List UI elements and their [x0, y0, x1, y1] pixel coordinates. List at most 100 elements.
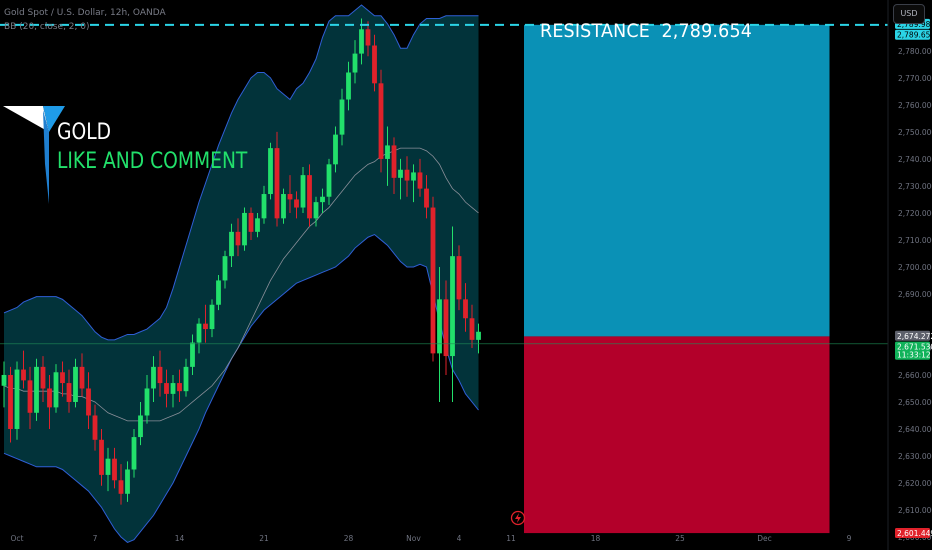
candle-body: [131, 437, 137, 470]
candle: [235, 218, 241, 257]
target-zone: [524, 24, 830, 337]
candle: [21, 350, 26, 389]
y-tick-label: 2,730.000: [898, 182, 932, 191]
candle: [164, 369, 169, 408]
candle-body: [411, 172, 416, 181]
candle-body: [222, 256, 228, 281]
candle-body: [346, 72, 351, 100]
candle-body: [281, 194, 286, 219]
candle: [105, 447, 111, 492]
candle: [1, 361, 7, 408]
candle-body: [300, 175, 306, 208]
bollinger-basis-line: [3, 147, 479, 422]
candle-body: [40, 366, 46, 389]
price-tag-box: [895, 527, 930, 538]
candle: [170, 374, 176, 408]
symbol-header[interactable]: Gold Spot / U.S. Dollar, 12h, OANDA: [4, 8, 166, 18]
candle: [222, 250, 228, 289]
x-tick-label: 9: [847, 534, 852, 543]
candle-body: [47, 388, 52, 408]
candle-body: [99, 439, 104, 475]
candle-body: [60, 372, 65, 384]
x-tick-label: Nov: [406, 534, 421, 543]
y-tick-label: 2,760.000: [898, 101, 932, 110]
candle-body: [144, 388, 150, 416]
candle: [294, 191, 299, 219]
candle-body: [385, 145, 390, 159]
candle-body: [112, 458, 117, 481]
y-tick-label: 2,650.000: [898, 398, 932, 407]
candle: [430, 196, 436, 362]
candle: [398, 158, 403, 200]
candle: [391, 137, 397, 195]
candle: [196, 318, 202, 354]
candle: [424, 175, 429, 219]
candle: [151, 356, 156, 402]
x-tick-label: 7: [93, 534, 98, 543]
candle-body: [287, 194, 293, 200]
candle-body: [391, 145, 397, 178]
candle: [469, 304, 475, 348]
price-tag-label: 11:33:12: [897, 351, 931, 360]
candle-body: [313, 202, 319, 219]
candle-body: [229, 231, 234, 257]
x-tick-label: 14: [175, 534, 185, 543]
candle-body: [437, 299, 442, 354]
candle-body: [476, 331, 481, 340]
candle-body: [196, 323, 202, 343]
candle: [73, 358, 78, 408]
candle-body: [365, 29, 371, 46]
candle: [14, 361, 20, 440]
candle-body: [372, 45, 377, 84]
lightning-icon[interactable]: [510, 510, 526, 526]
y-tick-label: 2,780.000: [898, 47, 932, 56]
candle: [183, 358, 189, 397]
candle: [157, 350, 163, 397]
candle: [248, 207, 254, 240]
bollinger-lower-line: [3, 233, 479, 543]
candle-body: [248, 212, 254, 232]
candle-body: [456, 256, 462, 300]
bollinger-band-fill: [4, 5, 479, 543]
axes-layer: 2,780.000 2,770.000 2,760.000 2,750.000 2,74…: [11, 0, 932, 550]
candle-body: [73, 366, 78, 402]
position-zone-layer[interactable]: [524, 24, 830, 534]
candle: [274, 131, 280, 227]
candle: [125, 461, 130, 502]
candle-body: [27, 380, 33, 413]
candle-body: [164, 383, 169, 394]
candle: [307, 164, 312, 227]
candle-body: [203, 323, 208, 330]
candle-body: [274, 148, 280, 219]
candle: [144, 374, 150, 424]
candle-body: [463, 299, 468, 319]
candle-body: [443, 299, 449, 357]
indicator-header[interactable]: BB (20, close, 2, 0): [4, 22, 90, 32]
y-tick-label: 2,690.000: [898, 290, 932, 299]
candle: [209, 299, 215, 338]
candle: [326, 158, 332, 205]
x-tick-label: 18: [591, 534, 601, 543]
candle-body: [105, 458, 111, 475]
price-tag-box: [895, 330, 930, 341]
candle-body: [8, 374, 13, 429]
y-tick-label: 2,700.000: [898, 263, 932, 272]
y-tick-label: 2,640.000: [898, 425, 932, 434]
candle-body: [320, 196, 325, 203]
candle-body: [261, 194, 267, 219]
candle: [476, 323, 481, 354]
x-tick-label: 25: [675, 534, 685, 543]
brand-subtitle: LIKE AND COMMENT: [57, 149, 248, 174]
candle-body: [34, 366, 39, 413]
candle: [177, 369, 182, 402]
y-tick-label: 2,770.000: [898, 74, 932, 83]
candle: [92, 404, 98, 451]
candle-body: [66, 383, 72, 402]
candle: [40, 356, 46, 402]
candle: [346, 61, 351, 111]
candle: [463, 283, 468, 332]
candle: [8, 366, 13, 443]
candle: [352, 40, 358, 84]
currency-button[interactable]: USD: [893, 4, 925, 24]
